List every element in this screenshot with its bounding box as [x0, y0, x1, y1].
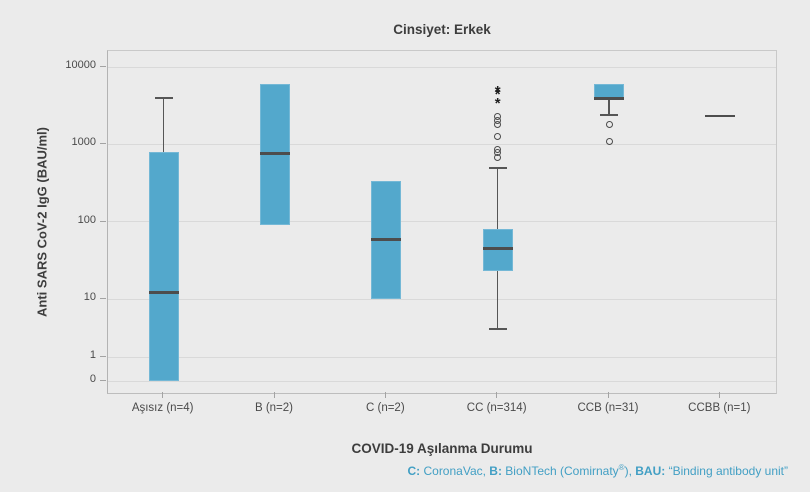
whisker-cap: [154, 96, 173, 99]
x-tick-label: CCBB (n=1): [688, 402, 751, 414]
y-tick-mark: [100, 220, 106, 222]
x-tick-mark: [273, 392, 275, 398]
x-tick-mark: [162, 392, 164, 398]
whisker-cap: [488, 328, 507, 331]
extreme-asterisk: *: [494, 85, 501, 103]
outlier-circle: [605, 121, 613, 129]
gridline: [108, 221, 776, 223]
footnote-segment: B:: [489, 464, 502, 478]
x-tick-label: C (n=2): [365, 402, 405, 414]
footnote-segment: BioNTech (Comirnaty: [501, 464, 619, 478]
x-tick-label: Aşısız (n=4): [131, 402, 194, 414]
footnote-segment: ®: [618, 463, 625, 472]
x-tick-mark: [496, 392, 498, 398]
gridline: [108, 380, 776, 382]
outlier-circle: [494, 132, 502, 140]
y-tick-label: 1: [89, 349, 96, 361]
extreme-asterisk: *: [494, 83, 501, 101]
plot-area: * * *: [107, 50, 777, 394]
outlier-circle: [494, 112, 502, 120]
x-tick-mark: [384, 392, 386, 398]
extreme-asterisk: *: [494, 95, 501, 113]
gridline: [108, 143, 776, 145]
gridline: [108, 66, 776, 68]
box: [148, 151, 179, 381]
chart-footnote: C: CoronaVac, B: BioNTech (Comirnaty®), …: [407, 463, 788, 479]
x-tick-label: CCB (n=31): [577, 402, 639, 414]
outlier-circle: [494, 145, 502, 153]
x-tick-label: B (n=2): [254, 402, 294, 414]
whisker-line: [162, 97, 165, 152]
y-tick-label: 100: [77, 213, 96, 226]
median-line: [482, 246, 513, 250]
x-axis-label: COVID-19 Aşılanma Durumu: [351, 441, 533, 456]
gridline: [108, 356, 776, 358]
y-tick-label: 10000: [65, 59, 96, 71]
y-tick-mark: [100, 66, 106, 67]
whisker-line: [496, 271, 499, 330]
y-tick-label: 10: [83, 291, 96, 303]
x-tick-mark: [607, 392, 609, 398]
outlier-circle: [605, 137, 613, 145]
x-tick-label: CC (n=314): [466, 402, 527, 414]
median-line: [371, 238, 402, 242]
footnote-segment: C:: [407, 464, 421, 478]
whisker-cap: [600, 113, 618, 116]
footnote-segment: CoronaVac,: [420, 464, 490, 478]
y-tick-label: 0: [89, 373, 96, 385]
median-line: [594, 97, 624, 101]
whisker-line: [608, 99, 610, 115]
x-tick-mark: [718, 392, 720, 398]
gridline: [108, 298, 776, 300]
y-tick-mark: [100, 380, 106, 381]
y-tick-mark: [100, 298, 106, 299]
footnote-segment: BAU:: [635, 464, 666, 478]
y-tick-mark: [100, 356, 106, 357]
median-line: [705, 115, 736, 118]
whisker-cap: [488, 166, 507, 169]
y-tick-mark: [100, 143, 106, 145]
median-line: [260, 152, 290, 156]
whisker-line: [496, 167, 499, 230]
footnote-segment: ),: [624, 464, 636, 478]
median-line: [148, 291, 179, 295]
y-tick-label: 1000: [71, 136, 96, 149]
box: [482, 229, 513, 272]
footnote-segment: “Binding antibody unit”: [665, 464, 788, 478]
chart-title: Cinsiyet: Erkek: [393, 22, 491, 37]
